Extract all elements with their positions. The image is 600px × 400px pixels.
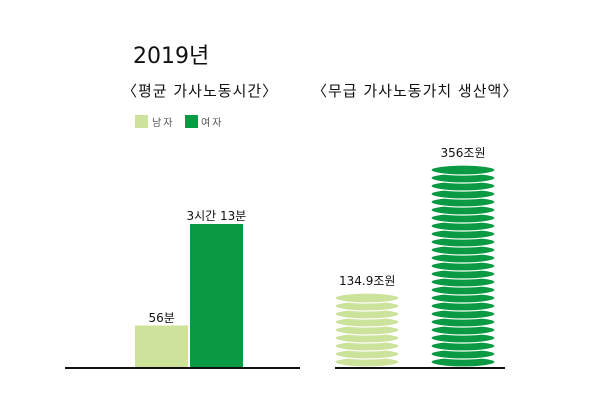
legend-swatch-female xyxy=(185,115,198,128)
data-label-hours-female: 3시간 13분 xyxy=(186,209,247,223)
data-label-value-male: 134.9조원 xyxy=(339,274,396,288)
legend-label-female: 여자 xyxy=(201,118,224,129)
legend-label-male: 남자 xyxy=(152,118,175,129)
chart-title-value: 〈무급 가사노동가치 생산액〉 xyxy=(312,82,519,100)
page-title: 2019년 xyxy=(133,44,210,69)
coin-male xyxy=(334,292,400,304)
bar-hours-female xyxy=(190,224,243,367)
bar-hours-male xyxy=(135,325,188,367)
data-label-hours-male: 56분 xyxy=(148,310,175,325)
coin-female xyxy=(430,164,496,176)
data-label-value-female: 356조원 xyxy=(440,146,486,160)
legend-swatch-male xyxy=(135,115,148,128)
chart-title-hours: 〈평균 가사노동시간〉 xyxy=(122,82,279,100)
